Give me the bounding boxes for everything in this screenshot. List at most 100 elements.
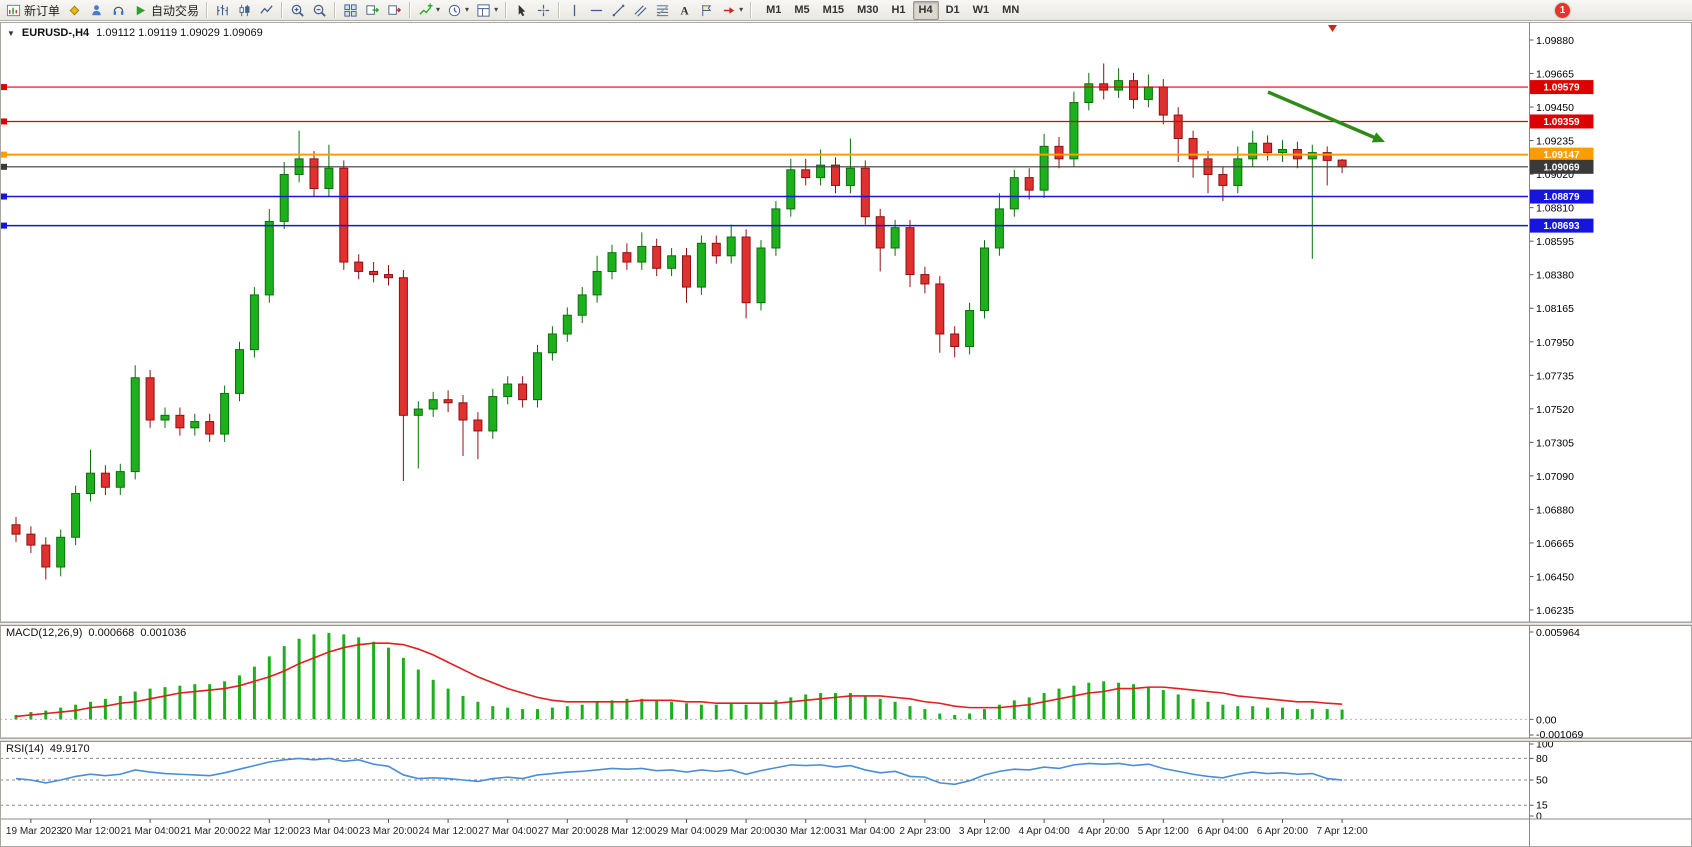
svg-text:1.08693: 1.08693 [1543, 221, 1580, 232]
fibonacci-icon [656, 4, 669, 16]
arrows-button[interactable]: ▾ [718, 1, 746, 20]
svg-text:50: 50 [1536, 775, 1548, 787]
svg-text:5 Apr 12:00: 5 Apr 12:00 [1138, 826, 1190, 837]
timeframe-m5-button[interactable]: M5 [794, 4, 810, 16]
svg-text:29 Mar 20:00: 29 Mar 20:00 [717, 826, 776, 837]
notification-badge[interactable]: 1 [1555, 3, 1570, 18]
chart-shift-button[interactable] [384, 1, 405, 20]
timeframe-w1-button[interactable]: W1 [972, 4, 990, 16]
timeframe-m1-button[interactable]: M1 [766, 4, 782, 16]
svg-text:1.09665: 1.09665 [1536, 69, 1574, 81]
play-icon [136, 5, 146, 15]
svg-text:1.09450: 1.09450 [1536, 102, 1574, 114]
svg-text:1.07090: 1.07090 [1536, 471, 1574, 483]
main-toolbar: 新订单 自动交易 [0, 0, 1692, 21]
vertical-line-button[interactable] [564, 1, 585, 20]
timeframe-d1-button[interactable]: D1 [945, 4, 960, 16]
auto-scroll-button[interactable] [362, 1, 383, 20]
svg-text:1.07950: 1.07950 [1536, 337, 1574, 349]
svg-text:1.09880: 1.09880 [1536, 35, 1574, 47]
trend-arrow-annotation [1267, 90, 1379, 141]
svg-text:0.005964: 0.005964 [1536, 627, 1580, 639]
svg-text:24 Mar 12:00: 24 Mar 12:00 [419, 826, 478, 837]
chevron-down-icon: ▾ [436, 5, 441, 14]
vertical-line-icon [573, 4, 576, 16]
navigator-button[interactable] [86, 1, 107, 20]
timeframe-toolbar: M1 M5 M15 M30 H1 H4 D1 W1 MN [760, 0, 1025, 20]
svg-text:4 Apr 04:00: 4 Apr 04:00 [1019, 826, 1071, 837]
svg-text:1.09359: 1.09359 [1543, 117, 1580, 128]
timeframe-m15-button[interactable]: M15 [822, 4, 845, 16]
svg-text:3 Apr 12:00: 3 Apr 12:00 [959, 826, 1011, 837]
tile-windows-icon [344, 3, 357, 17]
svg-text:1.06235: 1.06235 [1536, 605, 1574, 617]
periods-button[interactable]: ▾ [444, 1, 472, 20]
svg-text:1.06880: 1.06880 [1536, 504, 1574, 516]
line-chart-button[interactable] [256, 1, 277, 20]
svg-text:A: A [681, 5, 690, 17]
template-icon [477, 3, 490, 17]
zoom-in-icon [291, 4, 304, 17]
new-order-label: 新订单 [24, 3, 61, 18]
svg-text:80: 80 [1536, 753, 1548, 765]
svg-text:1.08380: 1.08380 [1536, 270, 1574, 282]
macd-indicator-label: MACD(12,26,9) 0.000668 0.001036 [6, 627, 186, 639]
market-watch-button[interactable] [64, 1, 85, 20]
tile-windows-button[interactable] [340, 1, 361, 20]
svg-text:1.09235: 1.09235 [1536, 136, 1574, 148]
svg-text:27 Mar 04:00: 27 Mar 04:00 [478, 826, 537, 837]
toolbar-separator [750, 2, 753, 18]
toolbar-separator [206, 2, 209, 18]
macd-name: MACD(12,26,9) [6, 627, 83, 639]
toolbar-separator [558, 2, 561, 18]
channel-icon [634, 4, 647, 17]
panel-separator[interactable] [0, 622, 1692, 626]
terminal-button[interactable] [108, 1, 129, 20]
trendline-button[interactable] [608, 1, 629, 20]
auto-trading-button[interactable]: 自动交易 [130, 1, 202, 20]
auto-trading-label: 自动交易 [151, 3, 200, 18]
crosshair-button[interactable] [533, 1, 554, 20]
timeframe-h4-button[interactable]: H4 [912, 0, 939, 20]
text-button[interactable]: A [674, 1, 695, 20]
timeframe-h1-button[interactable]: H1 [891, 4, 906, 16]
indicators-icon [419, 2, 433, 15]
svg-text:1.08810: 1.08810 [1536, 203, 1574, 215]
timeframe-mn-button[interactable]: MN [1002, 4, 1020, 16]
line-chart-icon [260, 4, 273, 14]
horizontal-line-button[interactable] [586, 1, 607, 20]
trendline-icon [612, 4, 625, 16]
channel-button[interactable] [630, 1, 651, 20]
svg-text:23 Mar 20:00: 23 Mar 20:00 [359, 826, 418, 837]
chevron-down-icon: ▾ [465, 5, 470, 14]
bar-chart-icon [217, 4, 228, 15]
chart-shift-marker [1328, 25, 1337, 32]
bar-chart-button[interactable] [212, 1, 233, 20]
zoom-out-button[interactable] [309, 1, 330, 20]
timeframe-m30-button[interactable]: M30 [857, 4, 879, 16]
cursor-button[interactable] [511, 1, 532, 20]
toolbar-separator [409, 2, 412, 18]
label-icon [702, 4, 712, 16]
svg-text:0.00: 0.00 [1536, 714, 1557, 726]
indicators-button[interactable]: ▾ [415, 1, 443, 20]
fibonacci-button[interactable] [652, 1, 673, 20]
new-order-button[interactable]: 新订单 [3, 1, 63, 20]
svg-text:28 Mar 12:00: 28 Mar 12:00 [597, 826, 656, 837]
panel-separator[interactable] [0, 738, 1692, 742]
svg-text:1.06450: 1.06450 [1536, 571, 1574, 583]
chart-canvas[interactable]: 1.098801.096651.094501.092351.090201.088… [0, 22, 1692, 847]
new-order-icon [6, 4, 21, 16]
zoom-in-button[interactable] [287, 1, 308, 20]
label-button[interactable] [696, 1, 717, 20]
chart-dropdown-icon[interactable]: ▼ [7, 28, 15, 38]
svg-text:23 Mar 04:00: 23 Mar 04:00 [299, 826, 358, 837]
templates-button[interactable]: ▾ [473, 1, 501, 20]
toolbar-separator [334, 2, 337, 18]
macd-signal-value: 0.001036 [140, 627, 187, 639]
candle-chart-button[interactable] [234, 1, 255, 20]
zoom-out-icon [313, 4, 326, 17]
chart-title: ▼ EURUSD-,H4 1.09112 1.09119 1.09029 1.0… [7, 27, 263, 39]
svg-text:30 Mar 12:00: 30 Mar 12:00 [776, 826, 835, 837]
